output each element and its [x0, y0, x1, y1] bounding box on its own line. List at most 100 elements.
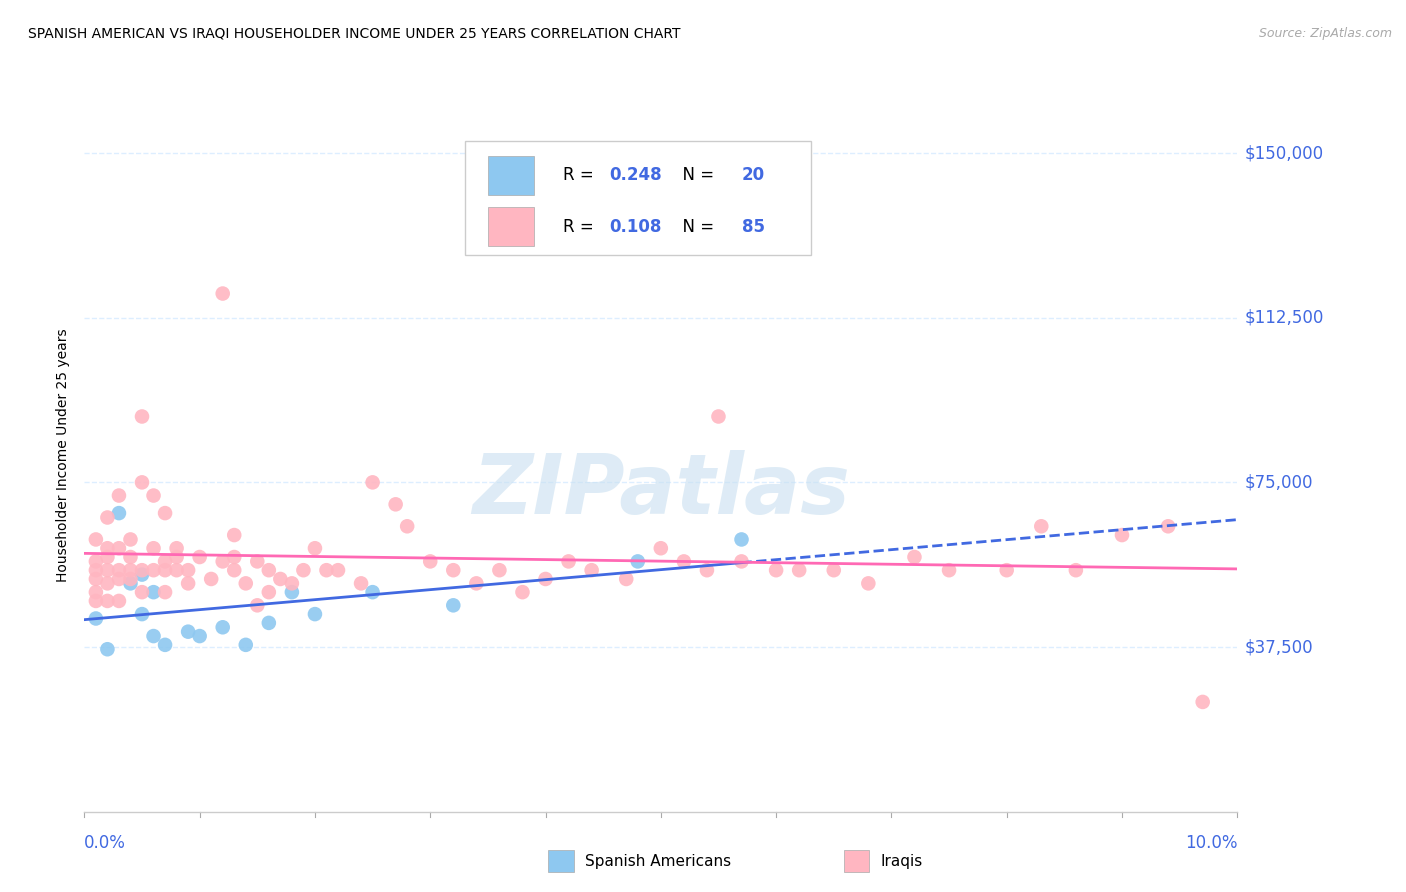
Point	[235, 576, 257, 591]
Text: 20: 20	[741, 166, 765, 184]
Point	[96, 576, 118, 591]
Point	[465, 576, 488, 591]
Text: Source: ZipAtlas.com: Source: ZipAtlas.com	[1258, 27, 1392, 40]
Point	[858, 576, 880, 591]
Point	[315, 563, 337, 577]
Point	[177, 576, 200, 591]
Point	[153, 554, 176, 568]
Point	[142, 585, 165, 599]
Point	[1031, 519, 1053, 533]
Point	[131, 409, 153, 424]
Point	[304, 607, 326, 621]
Point	[96, 541, 118, 556]
Point	[614, 572, 637, 586]
Point	[188, 629, 211, 643]
Point	[84, 554, 107, 568]
Point	[581, 563, 603, 577]
Point	[441, 563, 464, 577]
Point	[235, 638, 257, 652]
Point	[96, 594, 118, 608]
Point	[557, 554, 579, 568]
Text: $112,500: $112,500	[1244, 309, 1323, 326]
Point	[153, 638, 176, 652]
Text: 0.0%: 0.0%	[84, 834, 127, 852]
Point	[84, 563, 107, 577]
Point	[787, 563, 810, 577]
Point	[84, 585, 107, 599]
Point	[177, 563, 200, 577]
Point	[153, 585, 176, 599]
Point	[96, 510, 118, 524]
Y-axis label: Householder Income Under 25 years: Householder Income Under 25 years	[56, 328, 70, 582]
Point	[120, 533, 142, 547]
Point	[257, 585, 280, 599]
Point	[419, 554, 441, 568]
Point	[326, 563, 349, 577]
Text: $37,500: $37,500	[1244, 638, 1313, 656]
Point	[131, 475, 153, 490]
Point	[108, 572, 131, 586]
Point	[166, 541, 188, 556]
Point	[142, 489, 165, 503]
Point	[650, 541, 672, 556]
Text: N =: N =	[672, 218, 720, 235]
Point	[211, 286, 233, 301]
FancyBboxPatch shape	[488, 155, 534, 194]
Point	[730, 554, 752, 568]
Text: 10.0%: 10.0%	[1185, 834, 1237, 852]
Point	[281, 585, 304, 599]
Point	[84, 572, 107, 586]
Point	[153, 506, 176, 520]
Point	[361, 475, 384, 490]
Point	[361, 585, 384, 599]
Point	[938, 563, 960, 577]
Text: ZIPatlas: ZIPatlas	[472, 450, 849, 531]
Text: 0.248: 0.248	[609, 166, 662, 184]
Point	[108, 541, 131, 556]
Point	[96, 549, 118, 564]
Point	[142, 541, 165, 556]
Point	[1111, 528, 1133, 542]
Point	[84, 611, 107, 625]
Point	[707, 409, 730, 424]
Text: SPANISH AMERICAN VS IRAQI HOUSEHOLDER INCOME UNDER 25 YEARS CORRELATION CHART: SPANISH AMERICAN VS IRAQI HOUSEHOLDER IN…	[28, 27, 681, 41]
Point	[730, 533, 752, 547]
Point	[246, 554, 269, 568]
Point	[188, 549, 211, 564]
Text: Spanish Americans: Spanish Americans	[585, 855, 731, 869]
Text: R =: R =	[562, 218, 599, 235]
Point	[84, 594, 107, 608]
Point	[108, 563, 131, 577]
Point	[131, 567, 153, 582]
FancyBboxPatch shape	[488, 207, 534, 246]
Text: N =: N =	[672, 166, 720, 184]
Text: 0.108: 0.108	[609, 218, 661, 235]
Point	[1064, 563, 1087, 577]
Point	[108, 506, 131, 520]
FancyBboxPatch shape	[465, 141, 811, 255]
Point	[696, 563, 718, 577]
Point	[177, 624, 200, 639]
Text: R =: R =	[562, 166, 599, 184]
Point	[131, 607, 153, 621]
Point	[84, 533, 107, 547]
Point	[627, 554, 650, 568]
Point	[142, 629, 165, 643]
Point	[257, 615, 280, 630]
Point	[384, 497, 406, 511]
Point	[153, 563, 176, 577]
Point	[200, 572, 222, 586]
Point	[224, 528, 246, 542]
Point	[108, 489, 131, 503]
Point	[120, 549, 142, 564]
Point	[166, 563, 188, 577]
Text: $75,000: $75,000	[1244, 474, 1313, 491]
Point	[281, 576, 304, 591]
Point	[120, 572, 142, 586]
Point	[534, 572, 557, 586]
Point	[166, 549, 188, 564]
Point	[823, 563, 845, 577]
Point	[96, 563, 118, 577]
Point	[441, 599, 464, 613]
Point	[995, 563, 1018, 577]
